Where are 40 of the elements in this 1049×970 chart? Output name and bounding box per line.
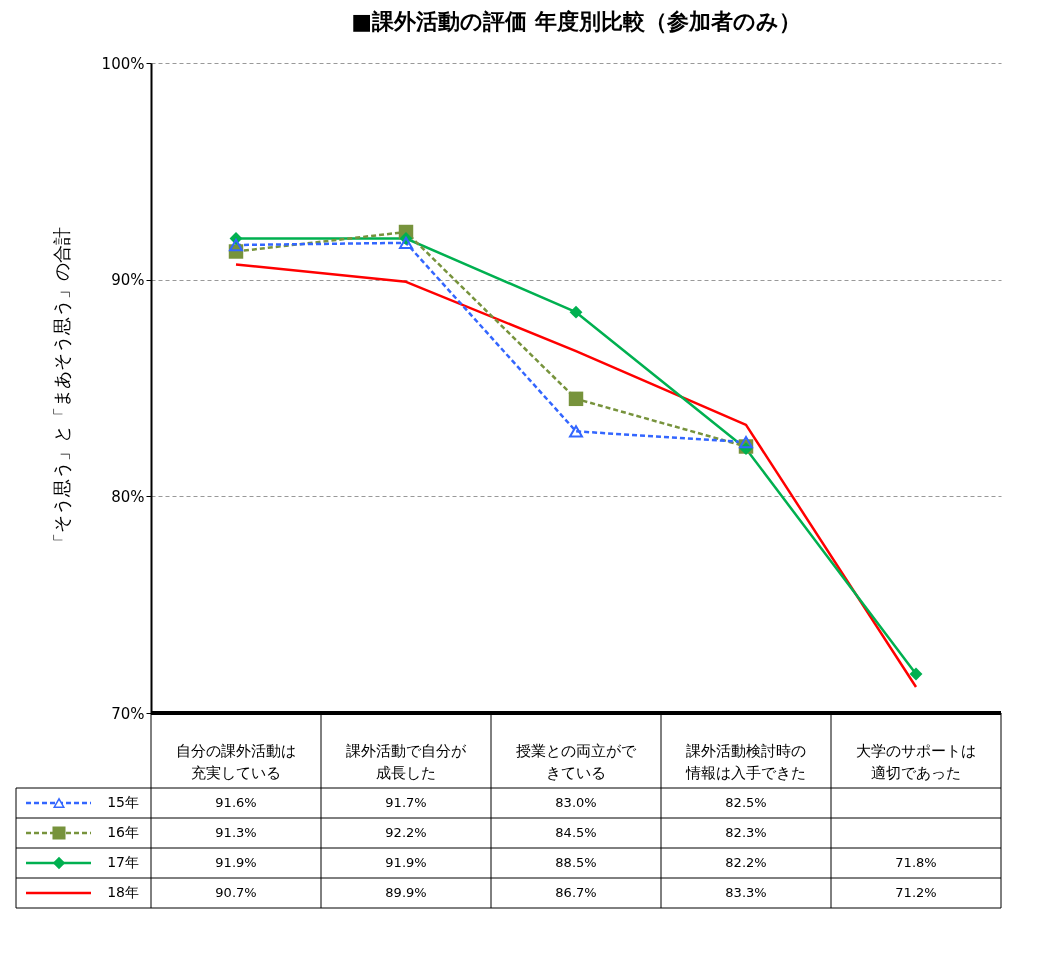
y-tick-label: 100% xyxy=(101,54,145,73)
x-tick-label: 課外活動検討時の情報は入手できた xyxy=(685,741,806,782)
data-label: 83.0% xyxy=(555,795,597,810)
data-label: 89.9% xyxy=(385,885,427,900)
x-tick-label: 授業との両立ができている xyxy=(516,741,637,782)
x-tick-label: 大学のサポートは適切であった xyxy=(856,741,976,782)
chart-title: ■課外活動の評価 年度別比較（参加者のみ） xyxy=(351,9,801,34)
legend-label: 18年 xyxy=(107,884,139,900)
y-tick-label: 90% xyxy=(111,271,145,290)
legend-label: 17年 xyxy=(107,854,139,870)
point xyxy=(568,391,584,407)
data-label: 83.3% xyxy=(725,885,767,900)
data-label: 91.9% xyxy=(215,855,257,870)
legend-label: 16年 xyxy=(107,824,139,840)
point xyxy=(569,425,583,438)
data-label: 91.7% xyxy=(385,795,427,810)
data-label: 90.7% xyxy=(215,885,257,900)
data-label: 86.7% xyxy=(555,885,597,900)
data-label: 71.2% xyxy=(895,885,937,900)
data-label: 82.3% xyxy=(725,825,767,840)
data-label: 82.5% xyxy=(725,795,767,810)
point xyxy=(229,238,243,252)
data-label: 91.9% xyxy=(385,855,427,870)
point xyxy=(909,667,923,681)
data-label: 84.5% xyxy=(555,825,597,840)
data-label: 71.8% xyxy=(895,855,937,870)
legend-label: 15年 xyxy=(107,794,139,810)
y-tick-label: 80% xyxy=(111,487,145,506)
point xyxy=(399,236,413,250)
point xyxy=(569,305,583,319)
data-label: 92.2% xyxy=(385,825,427,840)
data-label: 82.2% xyxy=(725,855,767,870)
x-tick-label: 課外活動で自分が成長した xyxy=(346,741,467,782)
y-tick-label: 70% xyxy=(111,704,145,723)
y-axis-title: 「そう思う」と「まあそう思う」の合計 xyxy=(50,226,72,551)
data-label: 88.5% xyxy=(555,855,597,870)
x-tick-label: 自分の課外活動は充実している xyxy=(176,741,296,782)
point xyxy=(739,435,753,449)
data-label: 91.6% xyxy=(215,795,257,810)
data-label: 91.3% xyxy=(215,825,257,840)
